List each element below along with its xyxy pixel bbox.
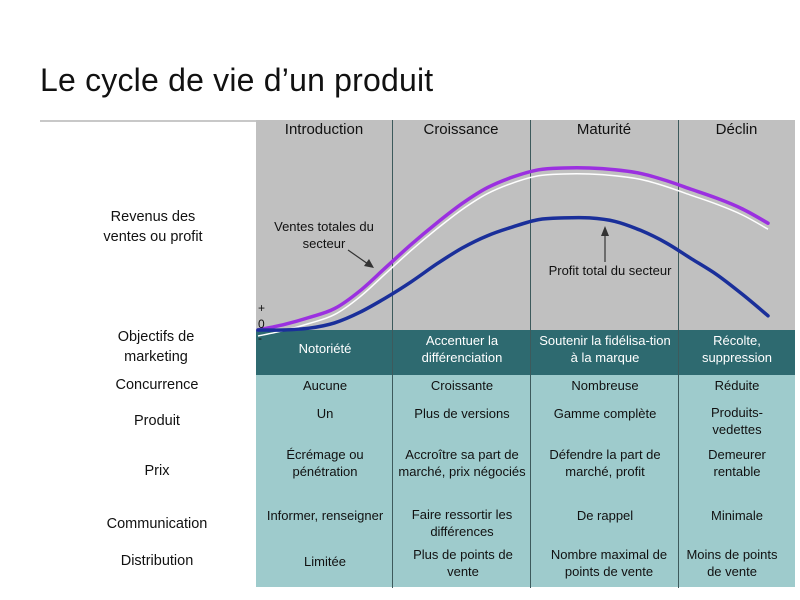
sales-annotation: Ventes totales du secteur [274, 219, 374, 251]
arrow-sales [347, 249, 374, 268]
cell-concurrence-declin: Réduite [714, 378, 760, 393]
cell-objectifs-maturite: Soutenir la fidélisa-tion à la marque [539, 333, 671, 365]
cell-concurrence-croissance: Croissante [430, 378, 494, 393]
profit-curve [256, 215, 770, 332]
cell-distribution-croissance: Plus de points de vente [413, 547, 513, 579]
cell-objectifs-croissance: Accentuer la différenciation [421, 333, 503, 365]
cell-produit-declin: Produits-vedettes [710, 405, 764, 437]
cell-distribution-maturite: Nombre maximal de points de vente [550, 547, 668, 579]
cell-prix-introduction: Écrémage ou pénétration [286, 447, 364, 479]
cell-prix-croissance: Accroître sa part de marché, prix négoci… [398, 447, 526, 479]
axis-plus: + [258, 301, 266, 315]
cell-objectifs-introduction: Notoriété [298, 341, 352, 356]
phase-divider-1 [392, 120, 393, 588]
sales-curve-highlight [257, 173, 769, 337]
objectives-band [256, 330, 795, 375]
phase-introduction: Introduction [284, 121, 364, 138]
phase-declin: Déclin [715, 121, 758, 138]
cell-objectifs-declin: Récolte, suppression [701, 333, 773, 365]
cell-communication-maturite: De rappel [576, 508, 634, 523]
row-label-produit: Produit [134, 413, 180, 429]
row-label-concurrence: Concurrence [115, 377, 199, 393]
row-label-distribution: Distribution [120, 553, 194, 569]
profit-annotation: Profit total du secteur [548, 263, 672, 278]
cell-prix-declin: Demeurer rentable [708, 447, 766, 479]
phase-croissance: Croissance [423, 121, 499, 138]
row-label-prix: Prix [144, 463, 170, 479]
sales-curve [256, 166, 770, 332]
chart-background [256, 120, 795, 330]
cell-prix-maturite: Défendre la part de marché, profit [549, 447, 661, 479]
row-label-objectifs: Objectifs de marketing [117, 329, 195, 365]
cell-produit-croissance: Plus de versions [414, 406, 510, 421]
cell-distribution-introduction: Limitée [304, 554, 346, 569]
phase-divider-2 [530, 120, 531, 588]
cell-produit-introduction: Un [316, 406, 334, 421]
cell-distribution-declin: Moins de points de vente [686, 547, 778, 579]
row-label-communication: Communication [106, 516, 208, 532]
strategy-table-band [256, 375, 795, 587]
cell-produit-maturite: Gamme complète [553, 406, 657, 421]
cell-communication-croissance: Faire ressortir les différences [411, 507, 513, 539]
phase-maturite: Maturité [576, 121, 632, 138]
cell-communication-declin: Minimale [710, 508, 763, 523]
phase-divider-3 [678, 120, 679, 588]
axis-zero: 0 [258, 317, 265, 331]
axis-minus: - [258, 331, 262, 345]
cell-concurrence-maturite: Nombreuse [571, 378, 639, 393]
title-rule [40, 120, 256, 122]
cell-concurrence-introduction: Aucune [302, 378, 348, 393]
y-axis-label: Revenus des ventes ou profit [103, 209, 203, 245]
cell-communication-introduction: Informer, renseigner [266, 508, 384, 523]
arrow-profit [601, 226, 609, 262]
page-title: Le cycle de vie d’un produit [40, 62, 434, 98]
